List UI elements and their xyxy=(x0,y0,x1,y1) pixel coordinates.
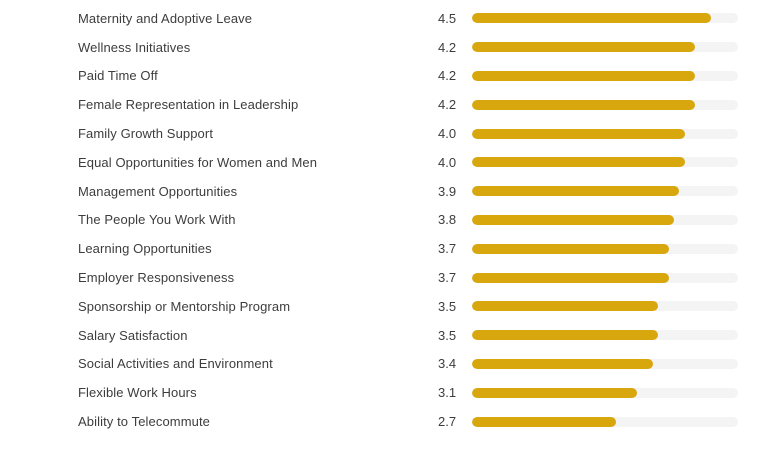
rating-row: Family Growth Support 4.0 xyxy=(78,119,738,148)
rating-row: Female Representation in Leadership 4.2 xyxy=(78,90,738,119)
rating-value: 3.4 xyxy=(438,356,457,372)
rating-bar xyxy=(472,387,637,398)
bar-track xyxy=(472,387,738,398)
rating-row: Wellness Initiatives 4.2 xyxy=(78,33,738,62)
bar-track xyxy=(472,358,738,369)
rating-row: The People You Work With 3.8 xyxy=(78,206,738,235)
rating-bar xyxy=(472,243,669,254)
rating-bar xyxy=(472,70,696,81)
rating-value: 3.1 xyxy=(438,385,457,401)
category-label: Social Activities and Environment xyxy=(78,356,273,372)
bar-track xyxy=(472,330,738,341)
rating-value: 3.7 xyxy=(438,241,457,257)
rating-bar xyxy=(472,416,616,427)
bar-track xyxy=(472,70,738,81)
rating-row: Flexible Work Hours 3.1 xyxy=(78,378,738,407)
rating-bar xyxy=(472,42,696,53)
category-label: Employer Responsiveness xyxy=(78,270,235,286)
category-label: Paid Time Off xyxy=(78,68,158,84)
bar-track xyxy=(472,214,738,225)
bar-track xyxy=(472,99,738,110)
rating-value: 3.8 xyxy=(438,212,457,228)
category-label: Sponsorship or Mentorship Program xyxy=(78,298,291,314)
rating-bar xyxy=(472,358,653,369)
category-label: Flexible Work Hours xyxy=(78,385,197,401)
category-label: Female Representation in Leadership xyxy=(78,97,299,113)
rating-value: 4.5 xyxy=(438,10,457,26)
bar-track xyxy=(472,157,738,168)
rating-row: Paid Time Off 4.2 xyxy=(78,62,738,91)
rating-row: Social Activities and Environment 3.4 xyxy=(78,350,738,379)
rating-row: Ability to Telecommute 2.7 xyxy=(78,407,738,436)
bar-track xyxy=(472,272,738,283)
category-label: The People You Work With xyxy=(78,212,236,228)
category-label: Family Growth Support xyxy=(78,126,214,142)
rating-row: Learning Opportunities 3.7 xyxy=(78,234,738,263)
rating-value: 4.2 xyxy=(438,68,457,84)
rating-bar xyxy=(472,330,659,341)
rating-value: 3.9 xyxy=(438,183,457,199)
bar-track xyxy=(472,416,738,427)
rating-row: Salary Satisfaction 3.5 xyxy=(78,321,738,350)
bar-track xyxy=(472,128,738,139)
rating-row: Employer Responsiveness 3.7 xyxy=(78,263,738,292)
bar-track xyxy=(472,42,738,53)
rating-value: 4.0 xyxy=(438,126,457,142)
category-label: Ability to Telecommute xyxy=(78,414,211,430)
rating-value: 3.5 xyxy=(438,298,457,314)
rating-bar xyxy=(472,128,685,139)
bar-track xyxy=(472,301,738,312)
category-label: Equal Opportunities for Women and Men xyxy=(78,154,318,170)
rating-value: 3.7 xyxy=(438,270,457,286)
bar-track xyxy=(472,186,738,197)
rating-row: Equal Opportunities for Women and Men 4.… xyxy=(78,148,738,177)
rating-bar xyxy=(472,157,685,168)
category-label: Maternity and Adoptive Leave xyxy=(78,10,253,26)
rating-value: 2.7 xyxy=(438,414,457,430)
bar-track xyxy=(472,13,738,24)
rating-bar xyxy=(472,214,675,225)
rating-value: 4.2 xyxy=(438,97,457,113)
rating-bar xyxy=(472,186,680,197)
rating-row: Management Opportunities 3.9 xyxy=(78,177,738,206)
rating-value: 4.2 xyxy=(438,39,457,55)
bar-track xyxy=(472,243,738,254)
category-label: Management Opportunities xyxy=(78,183,238,199)
rating-row: Sponsorship or Mentorship Program 3.5 xyxy=(78,292,738,321)
rating-value: 3.5 xyxy=(438,327,457,343)
rating-value: 4.0 xyxy=(438,154,457,170)
rating-bar xyxy=(472,301,659,312)
rating-bar xyxy=(472,272,669,283)
category-label: Salary Satisfaction xyxy=(78,327,188,343)
rating-row: Maternity and Adoptive Leave 4.5 xyxy=(78,4,738,33)
category-label: Wellness Initiatives xyxy=(78,39,191,55)
category-label: Learning Opportunities xyxy=(78,241,212,257)
rating-bar xyxy=(472,13,712,24)
rating-bar xyxy=(472,99,696,110)
